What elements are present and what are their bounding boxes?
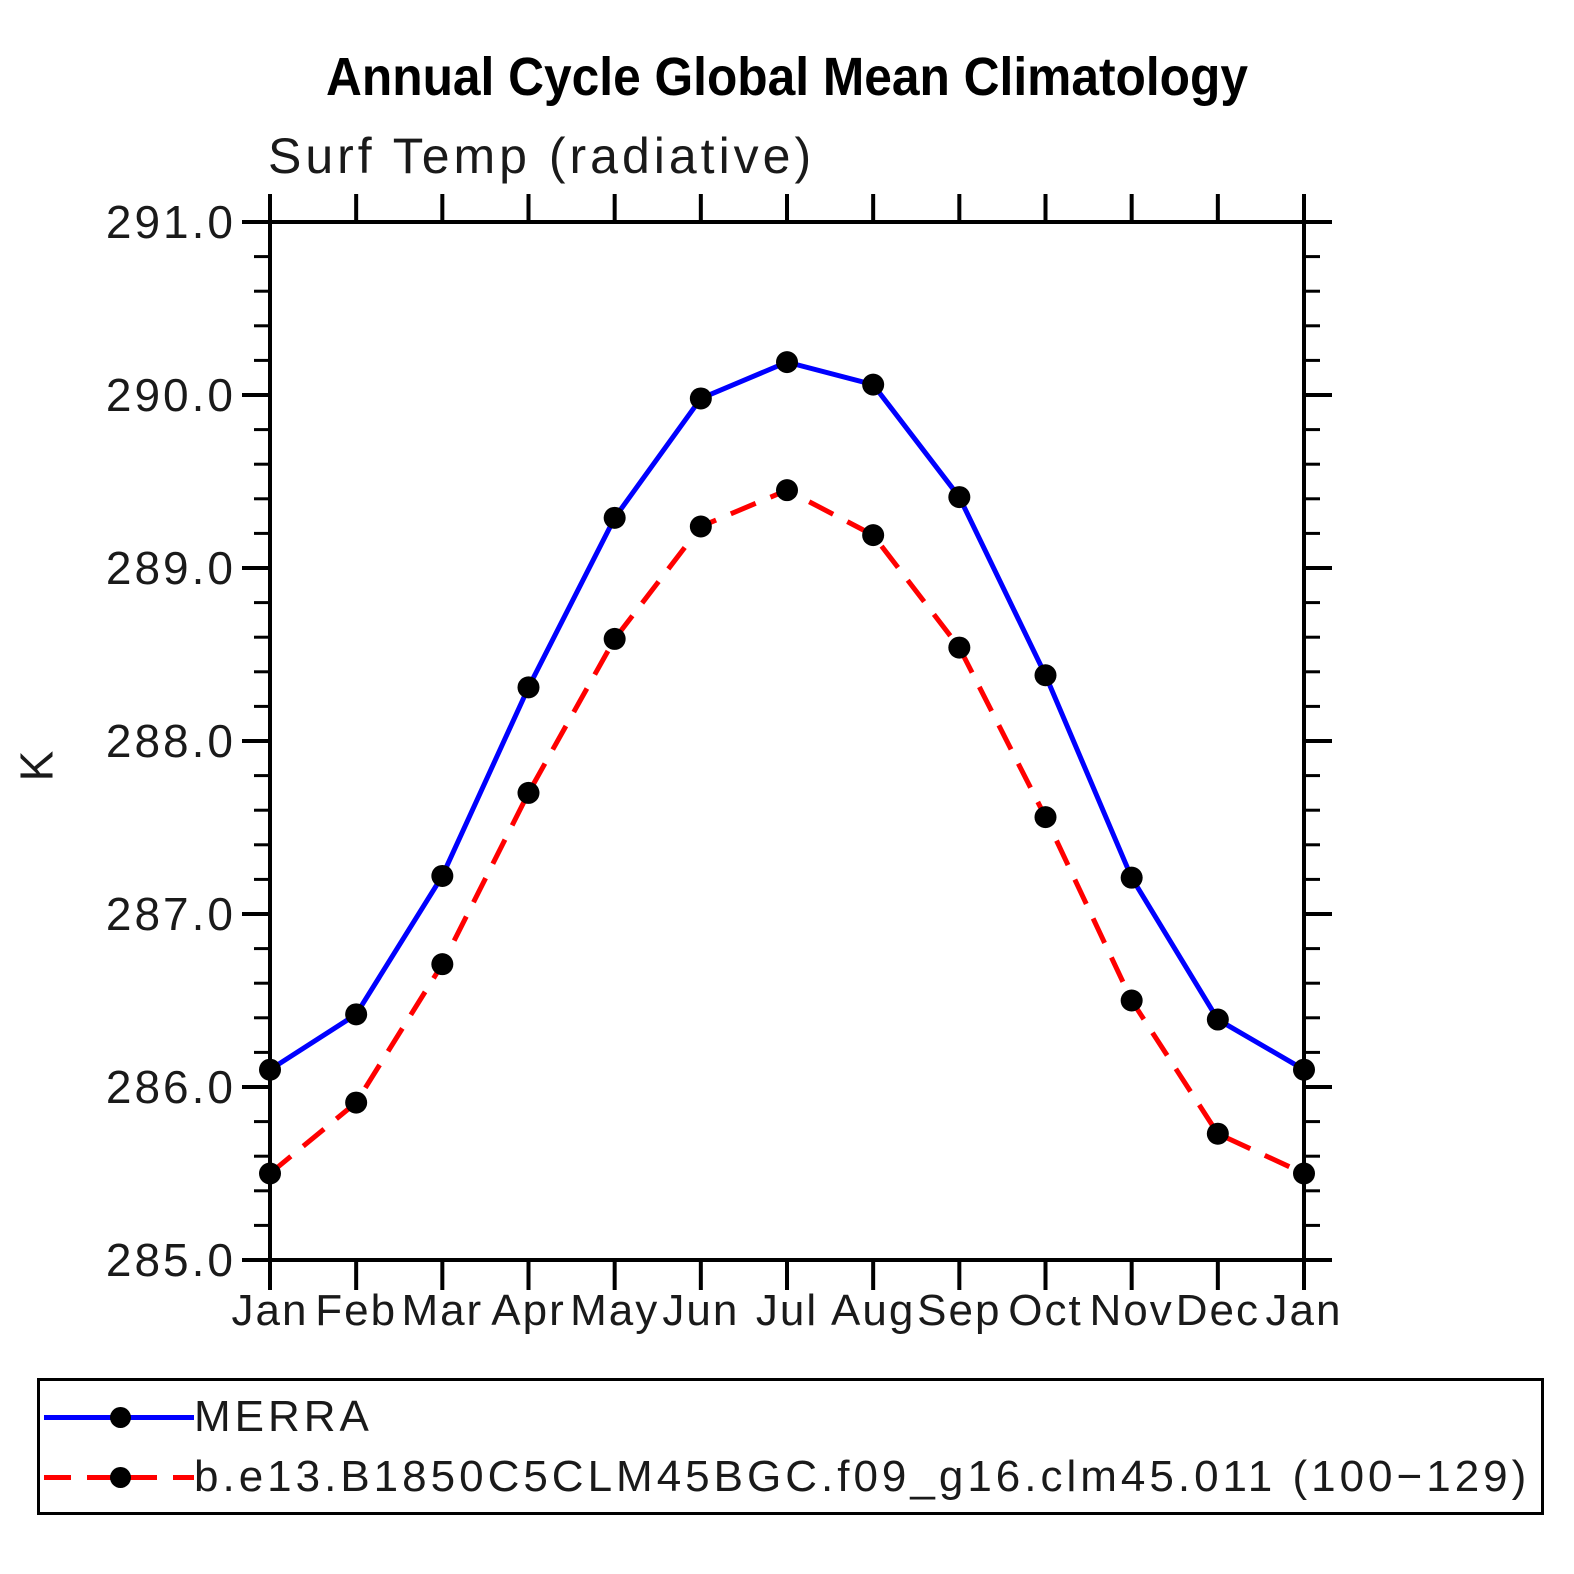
data-point-marker xyxy=(431,953,454,976)
y-tick-label: 288.0 xyxy=(106,715,236,767)
x-tick-label: Mar xyxy=(401,1286,483,1335)
legend-item-merra: MERRA xyxy=(44,1387,373,1447)
data-point-marker xyxy=(1120,989,1143,1012)
x-tick-label: Jan xyxy=(232,1286,309,1335)
x-tick-label: Oct xyxy=(1008,1286,1082,1335)
legend-line-dashed-icon xyxy=(44,1466,194,1488)
data-point-marker xyxy=(1206,1122,1229,1145)
data-point-marker xyxy=(776,351,798,374)
data-point-marker xyxy=(776,479,798,502)
legend-marker-icon xyxy=(110,1406,131,1428)
data-point-marker xyxy=(1034,664,1057,687)
y-tick-label: 286.0 xyxy=(106,1061,236,1113)
x-tick-label: Sep xyxy=(917,1286,1001,1335)
x-tick-label: Dec xyxy=(1176,1286,1260,1335)
data-point-marker xyxy=(1293,1162,1315,1185)
data-point-marker xyxy=(1206,1008,1229,1031)
data-point-marker xyxy=(689,387,712,410)
legend: MERRA b.e13.B1850C5CLM45BGC.f09_g16.clm4… xyxy=(37,1378,1544,1515)
x-tick-label: May xyxy=(570,1286,659,1335)
chart-title: Annual Cycle Global Mean Climatology xyxy=(325,47,1248,107)
series-line-1 xyxy=(268,487,1306,1176)
legend-line-solid-icon xyxy=(44,1406,194,1428)
data-point-marker xyxy=(689,515,712,538)
data-point-marker xyxy=(345,1091,368,1114)
legend-marker-icon xyxy=(110,1466,131,1488)
data-point-marker xyxy=(603,627,626,650)
data-point-marker xyxy=(345,1003,368,1026)
legend-label-merra: MERRA xyxy=(194,1392,373,1441)
y-tick-label: 290.0 xyxy=(106,369,236,421)
x-tick-label: Apr xyxy=(491,1286,565,1335)
data-point-marker xyxy=(1034,806,1057,829)
y-tick-label: 287.0 xyxy=(106,888,236,940)
x-tick-label: Jul xyxy=(756,1286,818,1335)
data-point-marker xyxy=(862,373,885,396)
chart-subtitle: Surf Temp (radiative) xyxy=(268,128,816,184)
x-tick-label: Nov xyxy=(1090,1286,1174,1335)
data-point-marker xyxy=(431,864,454,887)
data-point-marker xyxy=(517,676,540,699)
data-point-marker xyxy=(948,486,971,509)
data-point-marker xyxy=(259,1058,281,1081)
y-tick-label: 291.0 xyxy=(106,196,236,248)
data-point-marker xyxy=(1120,866,1143,889)
x-tick-label: Jun xyxy=(662,1286,739,1335)
data-point-marker xyxy=(862,524,885,547)
data-point-marker xyxy=(948,636,971,659)
legend-item-model: b.e13.B1850C5CLM45BGC.f09_g16.clm45.011 … xyxy=(44,1447,1530,1507)
series-line-0 xyxy=(268,359,1306,1072)
x-tick-label: Feb xyxy=(315,1286,397,1335)
legend-label-model: b.e13.B1850C5CLM45BGC.f09_g16.clm45.011 … xyxy=(194,1452,1531,1501)
data-point-marker xyxy=(603,506,626,529)
y-tick-label: 289.0 xyxy=(106,542,236,594)
data-point-marker xyxy=(517,781,540,804)
y-tick-label: 285.0 xyxy=(106,1234,236,1286)
x-tick-label: Aug xyxy=(831,1286,915,1335)
plot-box xyxy=(268,220,1306,1262)
data-point-marker xyxy=(1293,1058,1315,1081)
x-tick-label: Jan xyxy=(1266,1286,1343,1335)
data-point-marker xyxy=(259,1162,281,1185)
